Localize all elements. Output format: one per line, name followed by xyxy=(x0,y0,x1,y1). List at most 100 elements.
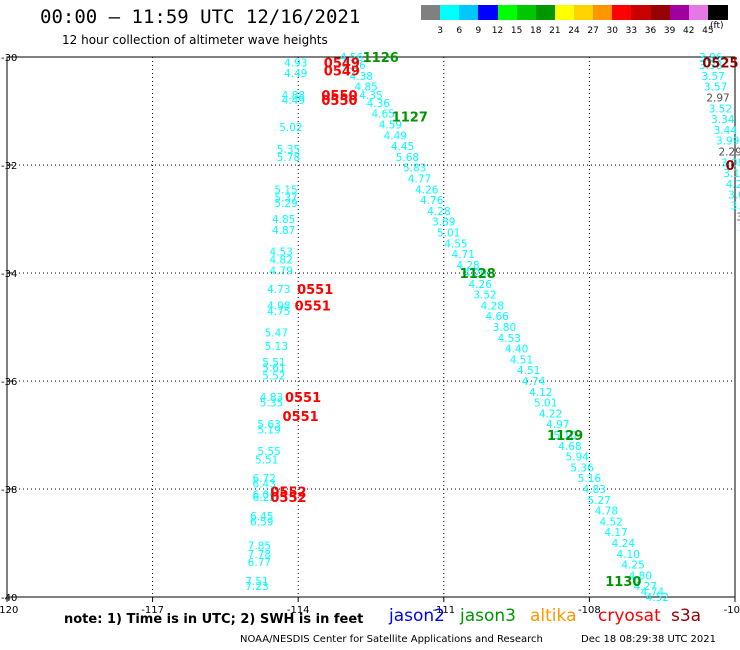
legend-swatch xyxy=(535,5,556,20)
legend-label: 21 xyxy=(549,26,561,36)
time-label: 0552 xyxy=(270,491,306,506)
wave-height-value: 4.76 xyxy=(420,195,444,207)
wave-height-value: 4.28 xyxy=(481,300,504,312)
y-tick-label: -34 xyxy=(1,269,17,280)
legend-label: 6 xyxy=(456,26,463,36)
credit-line: NOAA/NESDIS Center for Satellite Applica… xyxy=(240,634,543,645)
wave-height-value: 3.47 xyxy=(731,201,740,213)
wave-height-value: 5.61 xyxy=(262,363,285,375)
wave-height-value: 3.6 xyxy=(739,222,740,234)
time-label: 1129 xyxy=(547,429,583,444)
time-label: 0552 xyxy=(270,486,306,501)
legend-swatch xyxy=(593,5,613,20)
wave-height-value: 5.19 xyxy=(257,425,280,437)
wave-height-value: 4.82 xyxy=(270,255,293,267)
wave-height-value: 4.85 xyxy=(354,82,377,94)
wave-height-value: 4.26 xyxy=(469,279,493,291)
wave-height-value: 4.79 xyxy=(270,265,293,277)
legend-label: 36 xyxy=(644,26,657,36)
satellite-cryosat: cryosat xyxy=(598,606,661,626)
plot-frame xyxy=(6,56,736,598)
wave-height-value: 4.52 xyxy=(646,592,669,604)
wave-height-value: 3.13 xyxy=(723,168,740,180)
chart-title: 00:00 — 11:59 UTC 12/16/2021 xyxy=(40,6,361,28)
wave-height-value: 4.17 xyxy=(604,527,627,539)
wave-height-value: 4.74 xyxy=(522,376,546,388)
time-label: 0525 xyxy=(702,56,738,71)
wave-height-value: 3.52 xyxy=(473,290,496,302)
wave-height-value: 7.85 xyxy=(248,541,271,553)
wave-height-value: 5.27 xyxy=(587,495,610,507)
wave-height-value: 5.63 xyxy=(257,419,280,431)
wave-height-value: 4.49 xyxy=(284,68,307,80)
legend-swatch xyxy=(688,5,709,20)
legend-unit: (ft) xyxy=(710,21,724,31)
wave-height-value: 5.16 xyxy=(578,473,602,485)
wave-height-value: 3.99 xyxy=(716,136,739,148)
wave-height-value: 5.83 xyxy=(403,163,426,175)
wave-height-value: 5.68 xyxy=(396,152,419,164)
wave-height-value: 4.52 xyxy=(600,516,623,528)
wave-height-value: 4.40 xyxy=(505,344,528,356)
wave-height-value: 4.78 xyxy=(595,506,618,518)
wave-height-value: 5.01 xyxy=(437,228,460,240)
wave-height-value: 5.35 xyxy=(260,398,283,410)
wave-height-value: 5.35 xyxy=(277,144,300,156)
x-tick-label: -111 xyxy=(432,605,455,616)
legend-label: 39 xyxy=(663,26,676,36)
wave-height-value: 5.52 xyxy=(262,371,285,383)
wave-height-value: 4.55 xyxy=(444,238,467,250)
wave-height-value: 5.51 xyxy=(262,357,285,369)
wave-height-value: 4.97 xyxy=(546,419,569,431)
wave-height-value: 2.97 xyxy=(706,93,729,105)
wave-height-value: 4.28 xyxy=(427,206,450,218)
chart-subtitle: 12 hour collection of altimeter wave hei… xyxy=(62,33,328,47)
time-label: 1127 xyxy=(392,110,428,125)
wave-height-value: 5.37 xyxy=(274,192,297,204)
wave-height-value: 6.77 xyxy=(248,557,271,569)
y-tick-label: -40 xyxy=(1,593,17,604)
wave-height-value: 5.02 xyxy=(279,122,302,134)
wave-height-value: 5.13 xyxy=(265,341,288,353)
wave-height-value: 5.15 xyxy=(274,184,297,196)
legend-swatch xyxy=(707,5,728,20)
wave-height-value: 3.0 xyxy=(736,211,740,223)
wave-height-value: 3.80 xyxy=(493,322,516,334)
wave-height-value: 4.75 xyxy=(267,306,290,318)
wave-height-value: 4.56 xyxy=(340,52,364,64)
wave-height-value: 4.85 xyxy=(272,214,295,226)
wave-height-value: 4.88 xyxy=(282,90,305,102)
wave-height-value: 3.08 xyxy=(721,157,740,169)
wave-height-value: 4.22 xyxy=(539,408,562,420)
wave-height-value: 5.78 xyxy=(277,152,300,164)
legend-swatch xyxy=(478,5,498,20)
wave-height-value: 4.65 xyxy=(371,109,394,121)
wave-height-value: 4.53 xyxy=(498,333,521,345)
wave-height-value: 7.51 xyxy=(245,576,268,588)
wave-height-value: 4.36 xyxy=(367,98,391,110)
wave-height-value: 3.44 xyxy=(714,125,738,137)
legend-label: 24 xyxy=(568,26,580,36)
wave-height-value: 4.83 xyxy=(583,484,606,496)
generation-timestamp: Dec 18 08:29:38 UTC 2021 xyxy=(581,634,716,645)
x-tick-label: -114 xyxy=(287,605,310,616)
wave-height-value: 3.38 xyxy=(699,60,722,72)
wave-height-value: 4.35 xyxy=(359,90,382,102)
wave-height-value: 4.49 xyxy=(384,130,407,142)
x-tick-label: -105 xyxy=(724,605,740,616)
wave-height-value: 5.36 xyxy=(570,462,594,474)
wave-height-value: 4.49 xyxy=(282,95,305,107)
wave-height-value: 6.59 xyxy=(250,516,273,528)
time-label: 0551 xyxy=(283,410,319,425)
color-legend: 3 6 9 12 15 18 21 24 27 30 33 36 39 42 45 xyxy=(421,5,728,36)
time-label: 1126 xyxy=(363,51,399,66)
wave-height-value: 4.80 xyxy=(629,570,652,582)
wave-height-value: 4.25 xyxy=(621,560,644,572)
legend-swatch xyxy=(574,5,594,20)
wave-height-value: 5.51 xyxy=(255,454,278,466)
legend-label: 33 xyxy=(625,26,638,36)
wave-height-value: 6.22 xyxy=(253,492,276,504)
wave-height-value: 3.34 xyxy=(711,114,735,126)
footnote: note: 1) Time is in UTC; 2) SWH is in fe… xyxy=(64,612,364,627)
legend-swatch xyxy=(650,5,671,20)
